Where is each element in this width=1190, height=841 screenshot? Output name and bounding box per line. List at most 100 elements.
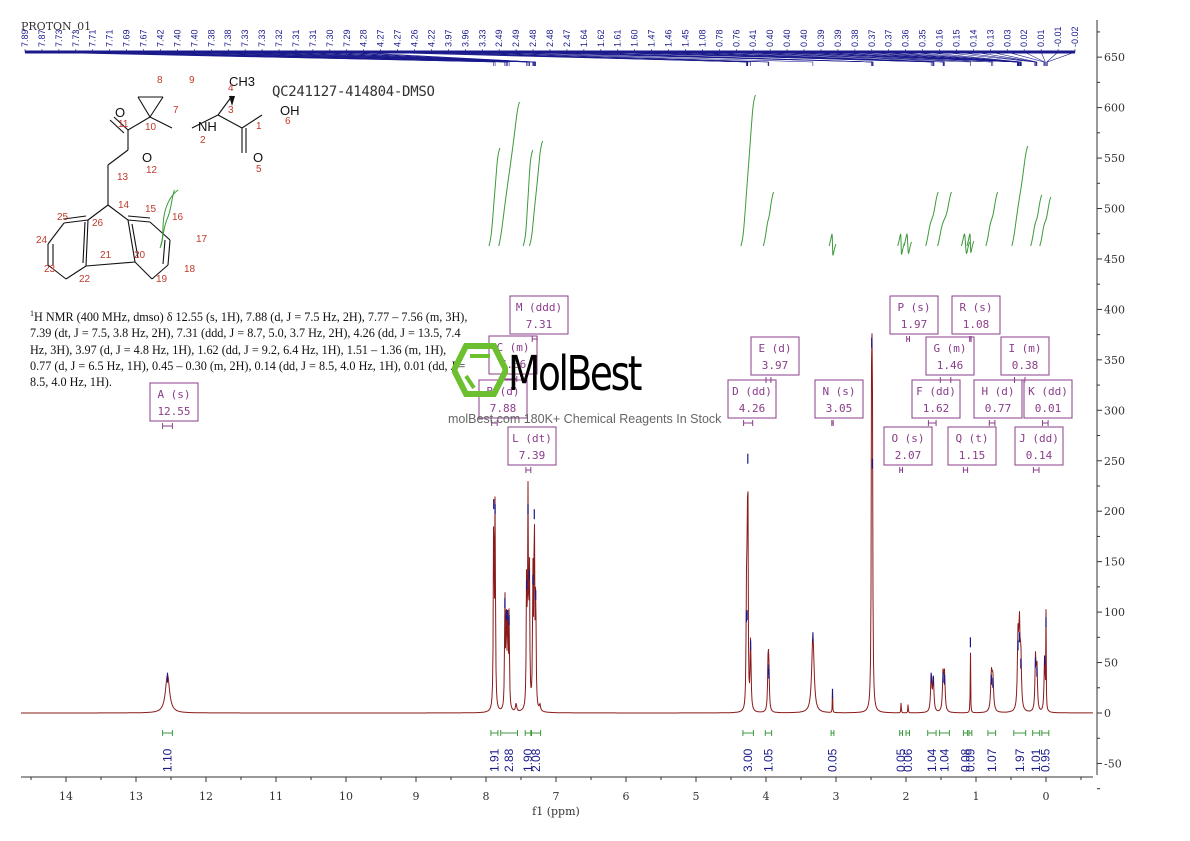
integral-value: 1.04 (938, 748, 952, 772)
peak-pick-label: 7.73 (71, 29, 81, 47)
multiplet-box (727, 379, 777, 419)
x-tick-label: 12 (199, 790, 213, 803)
multiplet-range-bar (531, 336, 538, 342)
bond (107, 204, 129, 221)
integral-curves (160, 94, 1052, 256)
multiplet-shift: 12.55 (157, 405, 190, 418)
peak-pick-label: 7.40 (189, 29, 199, 47)
stereo-wedge (229, 96, 235, 106)
peak-pick-label: 1.47 (647, 29, 657, 47)
atom-number: 22 (79, 274, 91, 285)
multiplet-type: G (m) (933, 342, 966, 355)
integral-value: 0.05 (826, 748, 840, 772)
integral-curve (937, 191, 952, 247)
peak-pick-label: 2.47 (562, 29, 572, 47)
atom-number: 23 (44, 264, 56, 275)
multiplet-type: H (d) (981, 385, 1014, 398)
peak-pick-label: 0.41 (748, 29, 758, 47)
integral-curve (488, 147, 501, 247)
multiplet-m: M (ddd) 7.31 (509, 295, 569, 342)
peak-pick-label: 0.37 (867, 29, 877, 47)
integral-curve (1030, 194, 1043, 247)
peak-pick-label: 7.67 (139, 29, 149, 47)
multiplet-type: Q (t) (955, 432, 988, 445)
multiplet-range-bar (906, 336, 910, 342)
integral-curve (498, 101, 520, 247)
integral-value: 1.90 (521, 748, 535, 772)
bond (85, 219, 89, 267)
peak-pick-label: 0.13 (985, 29, 995, 47)
atom-number: 19 (156, 274, 168, 285)
peak-pick-label: 2.48 (528, 29, 538, 47)
integral-curve (740, 94, 756, 247)
multiplet-a: A (s) 12.55 (149, 382, 199, 429)
integral-range-bar (742, 730, 754, 736)
bond (134, 261, 153, 280)
peak-pick-leader (143, 49, 510, 66)
atom-number: 5 (256, 164, 262, 175)
peak-pick-label: 0.35 (918, 29, 928, 47)
integral-value: 1.04 (925, 748, 939, 772)
bond (47, 264, 67, 280)
peak-pick-leader (956, 49, 1036, 66)
x-tick-label: 4 (763, 790, 770, 803)
nmr-description: 1H NMR (400 MHz, dmso) δ 12.55 (s, 1H), … (30, 309, 468, 390)
multiplet-type: I (m) (1008, 342, 1041, 355)
y-tick-label: 250 (1104, 455, 1125, 468)
atom-number: 11 (118, 119, 129, 130)
peak-pick-label: 7.30 (325, 29, 335, 47)
atom-number: 7 (173, 105, 179, 116)
peak-pick-label: 4.27 (393, 29, 403, 47)
x-tick-label: 8 (483, 790, 490, 803)
integral-range-bar (987, 730, 997, 736)
peak-pick-label: 7.31 (308, 29, 318, 47)
multiplet-box (1023, 379, 1073, 419)
peak-pick-label: 0.76 (731, 29, 741, 47)
multiplet-box (973, 379, 1023, 419)
x-tick-label: 13 (129, 790, 143, 803)
bond (47, 222, 65, 245)
multiplet-type: D (dd) (732, 385, 772, 398)
integral-value: 1.05 (761, 748, 775, 772)
peak-pick-leader (465, 49, 770, 66)
multiplet-box (911, 379, 961, 419)
multiplet-shift: 4.26 (739, 402, 766, 415)
multiplet-shift: 1.46 (937, 359, 964, 372)
peak-pick-label: 0.78 (714, 29, 724, 47)
multiplet-type: M (ddd) (516, 301, 562, 314)
x-tick-label: 1 (973, 790, 980, 803)
atom-number: 26 (92, 218, 104, 229)
multiplet-range-bar (765, 377, 772, 383)
multiplet-b: B (d) 7.88 (478, 379, 528, 426)
peak-pick-label: 0.37 (884, 29, 894, 47)
multiplet-type: O (s) (891, 432, 924, 445)
atom-number: 3 (228, 105, 234, 116)
multiplet-type: E (d) (758, 342, 791, 355)
atom-o_ester: O (142, 150, 152, 165)
integral-value: 1.07 (985, 748, 999, 772)
peak-pick-label: 7.42 (155, 29, 165, 47)
atom-o_carbonyl_ester: O (115, 105, 125, 120)
x-axis-label: f1 (ppm) (532, 805, 580, 818)
peak-pick-label: 1.08 (697, 29, 707, 47)
atom-number: 4 (228, 83, 234, 94)
integral-range-bar (1013, 730, 1027, 736)
x-tick-label: 0 (1043, 790, 1050, 803)
integral-curve (160, 189, 175, 247)
atom-number: 8 (157, 75, 163, 86)
peak-pick-label: 2.48 (545, 29, 555, 47)
peak-pick-label: 0.01 (1036, 29, 1046, 47)
spectrum-trace (21, 333, 1093, 714)
peak-pick-label: 4.28 (359, 29, 369, 47)
x-tick-label: 11 (269, 790, 283, 803)
integral-range-bar (524, 730, 532, 736)
multiplet-type: L (dt) (512, 432, 552, 445)
peak-pick-leader (803, 49, 1019, 66)
multiplet-type: K (dd) (1028, 385, 1068, 398)
peak-pick-leader (922, 49, 1022, 66)
x-tick-label: 2 (903, 790, 910, 803)
integral-value: 1.01 (1029, 748, 1043, 772)
peak-pick-label: 7.33 (240, 29, 250, 47)
peak-pick-label: 0.16 (935, 29, 945, 47)
